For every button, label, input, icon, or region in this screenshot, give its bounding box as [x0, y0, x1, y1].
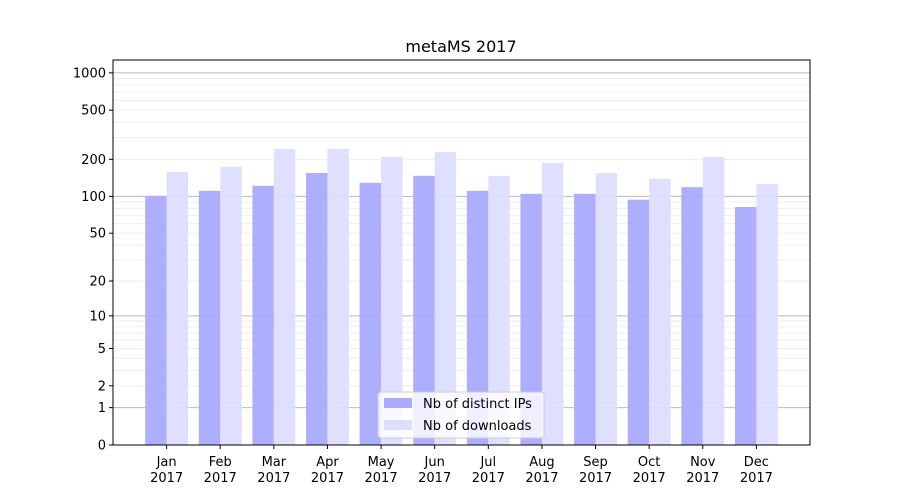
- bar-downloads-10: [702, 156, 725, 445]
- bar-distinct-ips-10: [681, 187, 703, 445]
- x-tick-label: Sep 2017: [579, 455, 612, 486]
- bar-downloads-2: [273, 148, 296, 445]
- legend: Nb of distinct IPs Nb of downloads: [377, 391, 545, 439]
- bar-downloads-1: [220, 166, 242, 445]
- chart-title: metaMS 2017: [405, 37, 516, 56]
- plot-frame: [112, 59, 811, 446]
- x-tick-label: Feb 2017: [204, 455, 237, 486]
- bar-downloads-0: [166, 171, 189, 445]
- x-tick-label: May 2017: [365, 455, 398, 486]
- bar-distinct-ips-11: [734, 206, 757, 445]
- y-tick-label: 5: [98, 342, 106, 357]
- bar-downloads-3: [327, 148, 349, 445]
- bar-distinct-ips-7: [520, 193, 542, 445]
- legend-swatch-downloads: [384, 420, 412, 430]
- x-tick-label: Jan 2017: [150, 455, 183, 486]
- x-tick-label: Dec 2017: [740, 455, 773, 486]
- bar-distinct-ips-3: [306, 172, 328, 445]
- bar-distinct-ips-5: [413, 175, 435, 445]
- bar-distinct-ips-6: [466, 190, 489, 445]
- bar-downloads-11: [756, 184, 778, 446]
- x-tick-label: Oct 2017: [633, 455, 666, 486]
- y-tick-label: 0: [98, 439, 106, 454]
- bar-distinct-ips-0: [145, 195, 167, 445]
- legend-swatch-ips: [384, 398, 412, 408]
- x-tick-label: Nov 2017: [686, 455, 719, 486]
- y-tick-label: 1000: [73, 66, 106, 81]
- legend-label-ips: Nb of distinct IPs: [423, 397, 532, 412]
- y-tick-label: 1: [98, 401, 106, 416]
- y-tick-label: 50: [89, 227, 106, 242]
- y-tick-label: 20: [89, 275, 106, 290]
- bar-downloads-9: [649, 178, 671, 446]
- x-tick-label: Jul 2017: [472, 455, 505, 486]
- bar-downloads-6: [488, 175, 510, 445]
- y-tick-label: 200: [81, 153, 106, 168]
- x-tick-label: Jun 2017: [418, 455, 451, 486]
- x-tick-label: Aug 2017: [525, 455, 558, 486]
- bar-downloads-5: [434, 151, 457, 445]
- bar-distinct-ips-4: [359, 182, 382, 445]
- y-tick-label: 10: [89, 309, 106, 324]
- y-tick-label: 100: [81, 190, 106, 205]
- bar-downloads-8: [595, 172, 617, 445]
- y-tick-label: 2: [98, 379, 106, 394]
- x-tick-label: Apr 2017: [311, 455, 344, 486]
- legend-label-downloads: Nb of downloads: [423, 419, 532, 434]
- bar-distinct-ips-8: [574, 193, 596, 445]
- y-tick-label: 500: [81, 104, 106, 119]
- bar-downloads-4: [381, 156, 403, 445]
- bar-distinct-ips-2: [252, 185, 274, 446]
- bar-downloads-7: [541, 162, 564, 445]
- bar-distinct-ips-9: [627, 199, 650, 445]
- x-tick-label: Mar 2017: [257, 455, 290, 486]
- bar-distinct-ips-1: [198, 190, 221, 445]
